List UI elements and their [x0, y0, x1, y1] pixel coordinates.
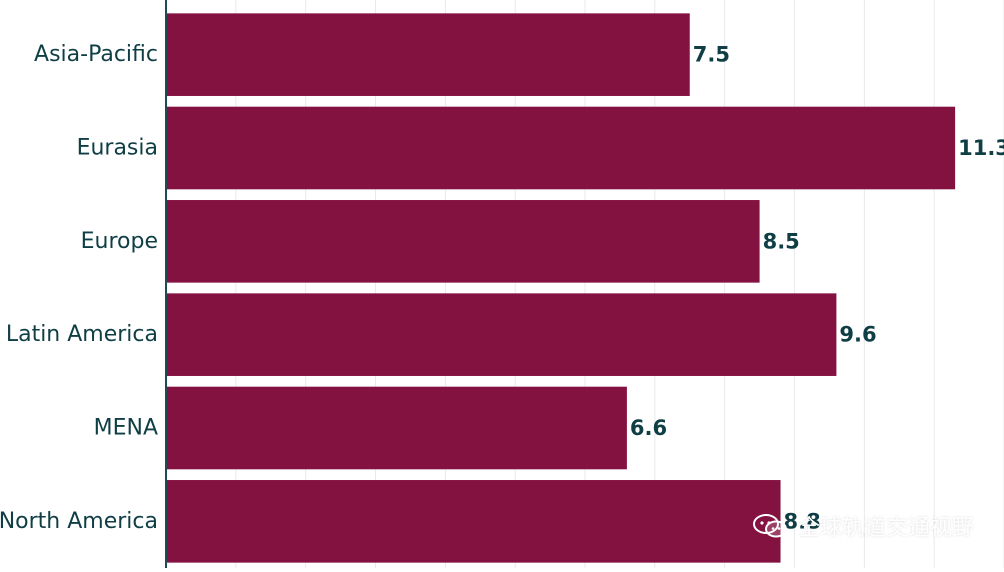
value-label: 11.3: [958, 136, 1004, 160]
bars: [166, 13, 956, 563]
value-label: 6.6: [630, 416, 667, 440]
category-label: Latin America: [6, 322, 158, 347]
bar-europe: [166, 200, 760, 283]
labels: Asia-Pacific 7.5 Eurasia 11.3 Europe 8.5 Latin…: [0, 42, 1004, 534]
value-label: 7.5: [693, 43, 730, 67]
value-label: 8.5: [763, 229, 800, 253]
bar-latin-america: [166, 293, 837, 376]
category-label: MENA: [94, 416, 158, 441]
bar-eurasia: [166, 106, 956, 190]
value-label: 9.6: [839, 323, 876, 347]
category-label: Asia-Pacific: [34, 42, 158, 67]
category-label: Europe: [81, 229, 158, 254]
bar-mena: [166, 386, 627, 470]
value-label: 8.8: [784, 509, 821, 533]
category-label: Eurasia: [77, 136, 158, 161]
category-label: North America: [0, 509, 158, 534]
bar-north-america: [166, 480, 781, 563]
bar-asia-pacific: [166, 13, 690, 96]
